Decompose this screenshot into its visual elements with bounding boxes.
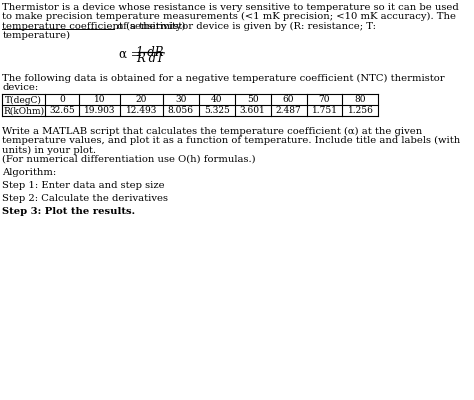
Text: 30: 30	[175, 96, 187, 104]
Text: 19.903: 19.903	[84, 106, 115, 116]
Text: 1.256: 1.256	[347, 106, 374, 116]
Text: temperature): temperature)	[2, 30, 71, 40]
Text: 3.601: 3.601	[240, 106, 265, 116]
Text: 60: 60	[283, 96, 294, 104]
Text: R dT: R dT	[136, 52, 164, 65]
Text: α =: α =	[119, 48, 140, 61]
Text: Write a MATLAB script that calculates the temperature coefficient (α) at the giv: Write a MATLAB script that calculates th…	[2, 127, 423, 136]
Text: units) in your plot.: units) in your plot.	[2, 146, 96, 154]
Text: (For numerical differentiation use O(h) formulas.): (For numerical differentiation use O(h) …	[2, 155, 256, 164]
Text: Step 3: Plot the results.: Step 3: Plot the results.	[2, 207, 136, 216]
Text: 5.325: 5.325	[204, 106, 230, 116]
Text: to make precision temperature measurements (<1 mK precision; <10 mK accuracy). T: to make precision temperature measuremen…	[2, 12, 456, 21]
Text: Algorithm:: Algorithm:	[2, 168, 57, 178]
Text: temperature coefficient (sensitivity): temperature coefficient (sensitivity)	[2, 21, 186, 30]
Text: device:: device:	[2, 83, 39, 92]
Text: 40: 40	[211, 96, 222, 104]
Text: 1 dR: 1 dR	[137, 46, 164, 59]
Text: R(kOhm): R(kOhm)	[3, 106, 44, 116]
Text: Step 1: Enter data and step size: Step 1: Enter data and step size	[2, 181, 165, 190]
Text: T(degC): T(degC)	[5, 96, 42, 105]
Text: 2.487: 2.487	[276, 106, 301, 116]
Text: 0: 0	[59, 96, 65, 104]
Text: The following data is obtained for a negative temperature coefficient (NTC) ther: The following data is obtained for a neg…	[2, 74, 445, 83]
Text: 1.751: 1.751	[311, 106, 337, 116]
Text: 70: 70	[319, 96, 330, 104]
Text: 32.65: 32.65	[49, 106, 75, 116]
Text: of a thermistor device is given by (R: resistance; T:: of a thermistor device is given by (R: r…	[114, 21, 376, 30]
Text: 50: 50	[247, 96, 258, 104]
Text: 12.493: 12.493	[126, 106, 157, 116]
Text: temperature values, and plot it as a function of temperature. Include title and : temperature values, and plot it as a fun…	[2, 136, 461, 145]
Text: Thermistor is a device whose resistance is very sensitive to temperature so it c: Thermistor is a device whose resistance …	[2, 3, 459, 12]
Text: 80: 80	[355, 96, 366, 104]
Text: Step 2: Calculate the derivatives: Step 2: Calculate the derivatives	[2, 194, 168, 203]
Text: 10: 10	[94, 96, 105, 104]
Text: 20: 20	[136, 96, 147, 104]
Text: 8.056: 8.056	[168, 106, 194, 116]
